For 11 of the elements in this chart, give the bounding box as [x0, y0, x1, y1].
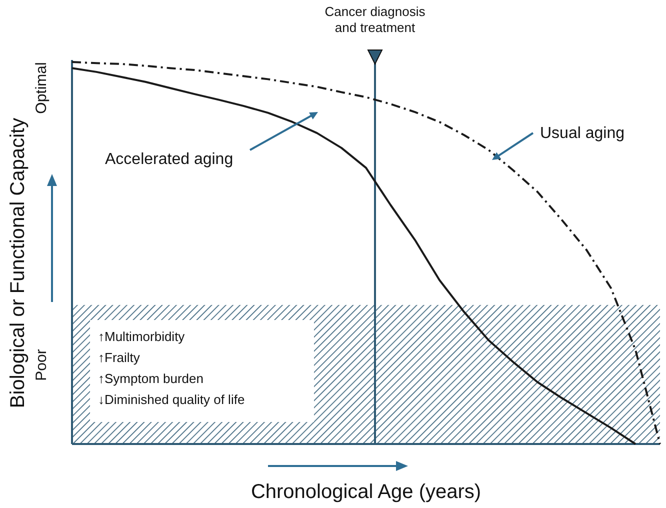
annotation: ↑Multimorbidity [98, 329, 186, 344]
text: Optimal [33, 62, 50, 114]
annotation: ↓Diminished quality of life [98, 392, 245, 407]
text: Poor [33, 349, 50, 381]
y-axis-title: Biological or Functional Capacity [7, 118, 29, 408]
annotation: ↑Symptom burden [98, 371, 204, 386]
text: Accelerated aging [105, 151, 234, 168]
text: Cancer diagnosis and treatment [324, 4, 426, 35]
text: Usual aging [540, 125, 624, 142]
x-axis-title: Chronological Age (years) [250, 481, 482, 503]
annotation: ↑Frailty [98, 350, 140, 365]
